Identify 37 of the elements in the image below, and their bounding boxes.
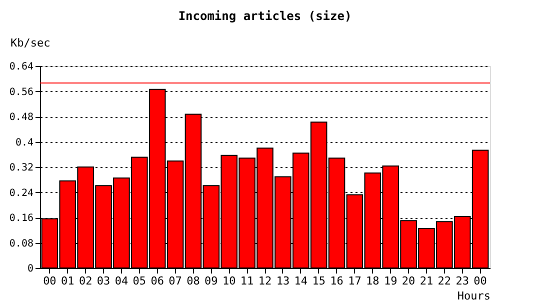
- x-tick-label: 04: [114, 274, 128, 288]
- y-tick-label: 0.32: [9, 162, 34, 174]
- y-tick-label: 0.16: [9, 213, 34, 224]
- y-tick-label: 0.64: [9, 62, 34, 72]
- x-tick-label: 00: [43, 274, 56, 288]
- y-tick-label: 0.4: [15, 137, 34, 148]
- x-tick-label: 10: [222, 274, 236, 288]
- x-tick-label: 15: [312, 274, 326, 288]
- y-tick-label: 0.56: [9, 86, 34, 98]
- x-tick-label: 09: [204, 274, 218, 288]
- x-tick-label: 18: [366, 274, 380, 288]
- x-tick-label: 11: [240, 274, 254, 288]
- y-tick-label: 0.48: [9, 112, 34, 123]
- x-tick-label: 01: [61, 274, 74, 288]
- x-axis-title: Hours: [457, 290, 490, 300]
- chart-title: Incoming articles (size): [178, 9, 352, 23]
- x-tick-label: 08: [186, 274, 200, 288]
- x-tick-label: 07: [168, 274, 182, 288]
- x-tick-label: 17: [348, 274, 362, 288]
- x-tick-label: 16: [330, 274, 344, 288]
- x-tick-label: 14: [294, 274, 308, 288]
- y-axis-title: Kb/sec: [10, 36, 50, 50]
- x-tick-label: 02: [78, 274, 92, 288]
- y-tick-label: 0.08: [9, 238, 34, 250]
- x-tick-label: 00: [474, 274, 487, 288]
- x-tick-label: 12: [258, 274, 272, 288]
- x-tick-label: 22: [438, 274, 452, 288]
- x-tick-label: 19: [384, 274, 398, 288]
- x-tick-label: 13: [276, 274, 290, 288]
- x-tick-label: 06: [150, 274, 164, 288]
- x-tick-label: 03: [96, 274, 110, 288]
- y-tick-label: 0.24: [9, 188, 34, 199]
- x-tick-label: 21: [420, 274, 434, 288]
- x-tick-label: 23: [456, 274, 469, 288]
- x-tick-label: 05: [132, 274, 146, 288]
- x-tick-label: 20: [402, 274, 416, 288]
- y-tick-label: 0: [27, 264, 34, 274]
